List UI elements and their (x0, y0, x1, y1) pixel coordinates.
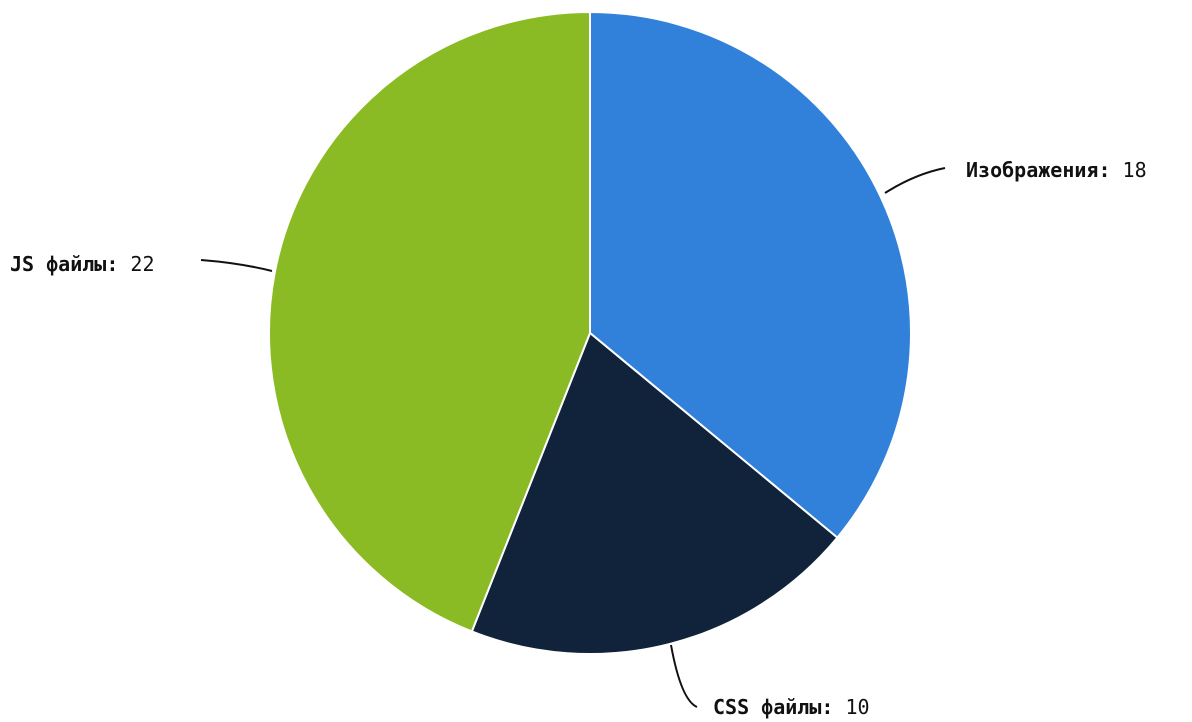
pie-slices (267, 11, 912, 655)
pie-slice-1[interactable] (589, 11, 912, 539)
slice-label-name: Изображения: (966, 158, 1111, 182)
slice-label-value: 10 (833, 695, 869, 719)
pie-labels: Изображения: 18 CSS файлы: 10 JS файлы: 22 (10, 158, 1147, 719)
pie-slice-3[interactable] (267, 11, 591, 633)
slice-label-value: 22 (118, 252, 154, 276)
slice-label-name: JS файлы: (10, 252, 118, 276)
slice-label-2: CSS файлы: 10 (713, 695, 870, 719)
slice-label-3: JS файлы: 22 (10, 252, 155, 276)
slice-label-value: 18 (1111, 158, 1147, 182)
pie-leader-lines (200, 167, 946, 708)
leader-line-3 (200, 259, 273, 272)
pie-slice-2[interactable] (470, 332, 839, 655)
slice-label-name: CSS файлы: (713, 695, 833, 719)
leader-line-1 (884, 167, 946, 194)
slice-label-1: Изображения: 18 (966, 158, 1147, 182)
leader-line-2 (670, 644, 698, 708)
